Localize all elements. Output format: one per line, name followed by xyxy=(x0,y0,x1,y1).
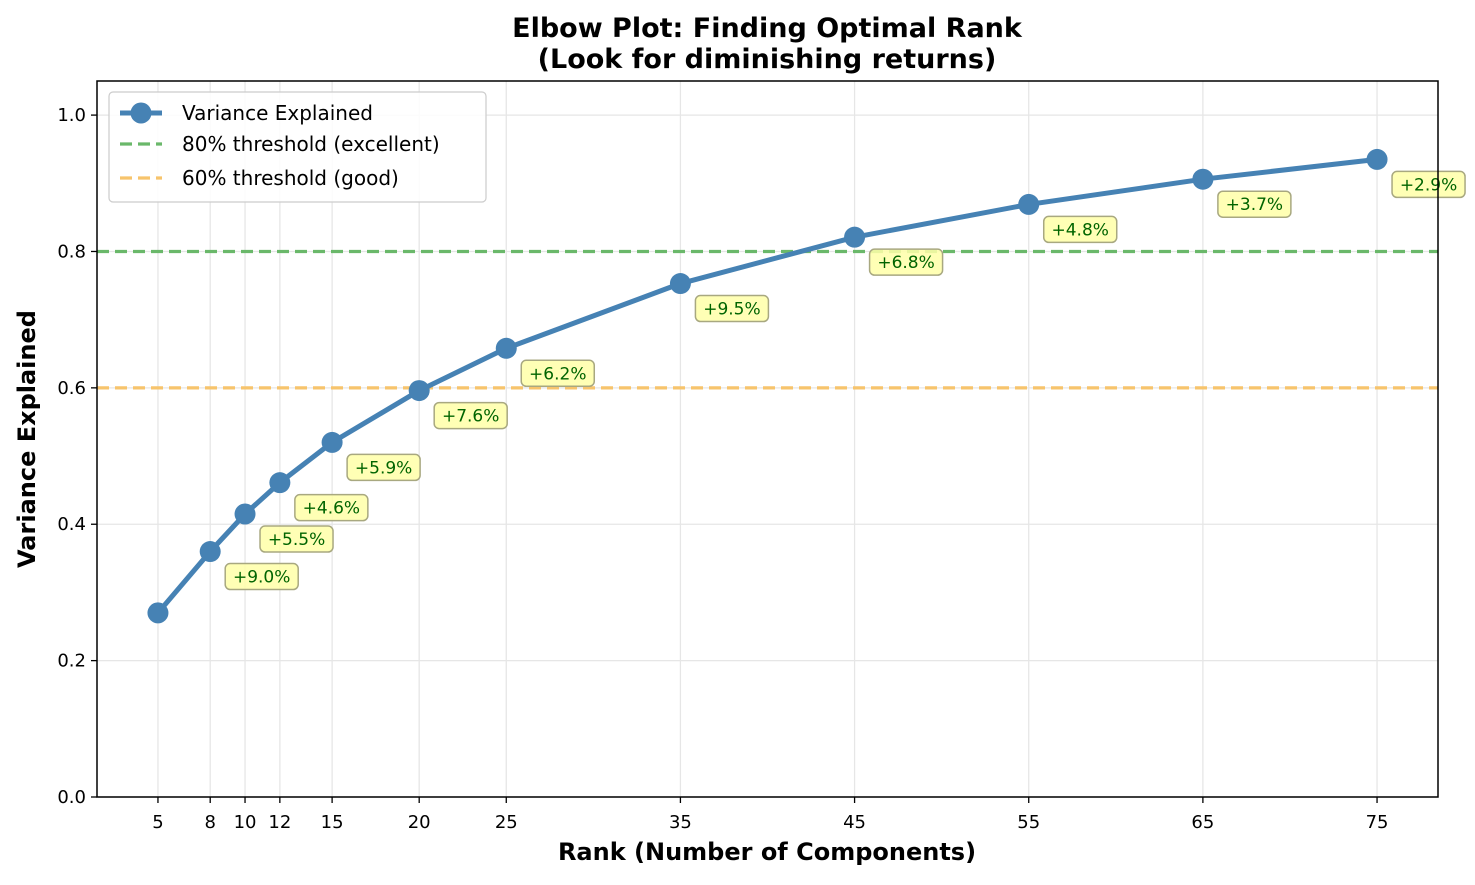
gain-annotation-label: +4.8% xyxy=(1052,220,1109,240)
chart-title: Elbow Plot: Finding Optimal Rank xyxy=(512,13,1023,44)
y-tick-label: 0.6 xyxy=(57,378,86,399)
x-tick-label: 12 xyxy=(268,812,291,833)
gain-annotation: +6.2% xyxy=(520,359,596,388)
x-tick-label: 20 xyxy=(408,812,431,833)
gain-annotation-box xyxy=(1217,190,1292,218)
legend-label-threshold-good: 60% threshold (good) xyxy=(182,166,399,190)
gain-annotation: +9.5% xyxy=(694,294,770,323)
reference-lines xyxy=(97,249,1438,390)
gain-annotation-box xyxy=(294,493,369,522)
gain-annotation-label: +5.5% xyxy=(268,530,325,550)
data-point-marker xyxy=(844,226,866,248)
data-point-marker xyxy=(1018,193,1040,215)
data-point-marker xyxy=(269,472,291,494)
x-tick-label: 5 xyxy=(152,812,163,833)
gain-annotation: +4.8% xyxy=(1042,215,1118,244)
y-axis-ticks: 0.0 0.2 0.4 0.6 0.8 1.0 xyxy=(57,105,97,808)
gain-annotation: +7.6% xyxy=(433,401,508,430)
data-point-marker xyxy=(321,431,343,453)
gain-annotation-label: +5.9% xyxy=(355,458,412,478)
data-point-marker xyxy=(234,503,256,525)
gain-annotation: +3.7% xyxy=(1217,190,1292,218)
data-point-marker xyxy=(495,337,517,359)
x-tick-label: 10 xyxy=(234,812,257,833)
x-tick-label: 65 xyxy=(1191,812,1214,833)
gain-annotation: +2.9% xyxy=(1391,170,1466,199)
gain-annotation: +9.0% xyxy=(224,562,299,591)
gain-annotation-box xyxy=(1042,215,1118,244)
x-axis-ticks: 5 8 10 12 15 20 25 35 45 55 65 75 xyxy=(152,797,1388,833)
legend-box xyxy=(108,91,487,203)
gain-annotation-label: +7.6% xyxy=(442,407,499,427)
gain-annotation: +5.5% xyxy=(259,525,334,553)
gain-annotation: +5.9% xyxy=(346,453,421,482)
data-point-marker xyxy=(1366,148,1388,170)
data-point-marker xyxy=(669,273,691,295)
plot-frame xyxy=(96,80,1439,798)
data-series xyxy=(147,148,1388,624)
gain-annotation-box xyxy=(224,562,299,591)
y-tick-label: 0.8 xyxy=(57,241,86,262)
gain-annotation-box xyxy=(868,248,944,276)
y-tick-label: 0.2 xyxy=(57,651,86,672)
gain-annotation-box xyxy=(346,453,421,482)
gain-annotation: +4.6% xyxy=(294,493,369,522)
gain-annotation-label: +2.9% xyxy=(1400,175,1457,195)
x-tick-label: 45 xyxy=(843,812,866,833)
data-point-marker xyxy=(408,380,430,402)
x-tick-label: 15 xyxy=(321,812,344,833)
x-tick-label: 35 xyxy=(669,812,692,833)
legend-label-threshold-excellent: 80% threshold (excellent) xyxy=(182,132,440,156)
data-point-marker xyxy=(147,602,169,624)
gain-annotation-box xyxy=(259,525,334,553)
y-axis-label: Variance Explained xyxy=(13,310,41,568)
x-axis-label: Rank (Number of Components) xyxy=(558,838,976,866)
gain-annotation-box xyxy=(433,401,508,430)
legend-entries: Variance Explained 80% threshold (excelle… xyxy=(120,101,440,190)
annotations: +9.0% +5.5% +4.6% +5.9% +7.6% +6.2% +9.5% +6.8%… xyxy=(224,170,1466,591)
legend-swatch-variance-marker xyxy=(130,102,152,124)
gain-annotation-box xyxy=(520,359,596,388)
x-tick-label: 25 xyxy=(495,812,518,833)
y-tick-label: 1.0 xyxy=(57,105,86,126)
gain-annotation-label: +4.6% xyxy=(303,499,360,519)
legend-label-variance: Variance Explained xyxy=(182,101,373,125)
legend: Variance Explained 80% threshold (excelle… xyxy=(108,91,487,203)
y-tick-label: 0.0 xyxy=(57,787,86,808)
gain-annotation: +6.8% xyxy=(868,248,944,276)
gain-annotation-box xyxy=(1391,170,1466,199)
gain-annotation-label: +9.5% xyxy=(703,300,760,320)
gain-annotation-label: +3.7% xyxy=(1226,195,1283,215)
gain-annotation-label: +6.8% xyxy=(877,253,934,273)
chart-subtitle: (Look for diminishing returns) xyxy=(538,44,997,75)
x-tick-label: 55 xyxy=(1017,812,1040,833)
data-point-marker xyxy=(1192,168,1214,190)
gain-annotation-label: +6.2% xyxy=(529,364,586,384)
data-point-marker xyxy=(199,541,221,563)
gain-annotation-label: +9.0% xyxy=(233,568,290,588)
y-tick-label: 0.4 xyxy=(57,514,86,535)
gain-annotation-box xyxy=(694,294,770,323)
x-tick-label: 75 xyxy=(1366,812,1389,833)
x-tick-label: 8 xyxy=(204,812,215,833)
